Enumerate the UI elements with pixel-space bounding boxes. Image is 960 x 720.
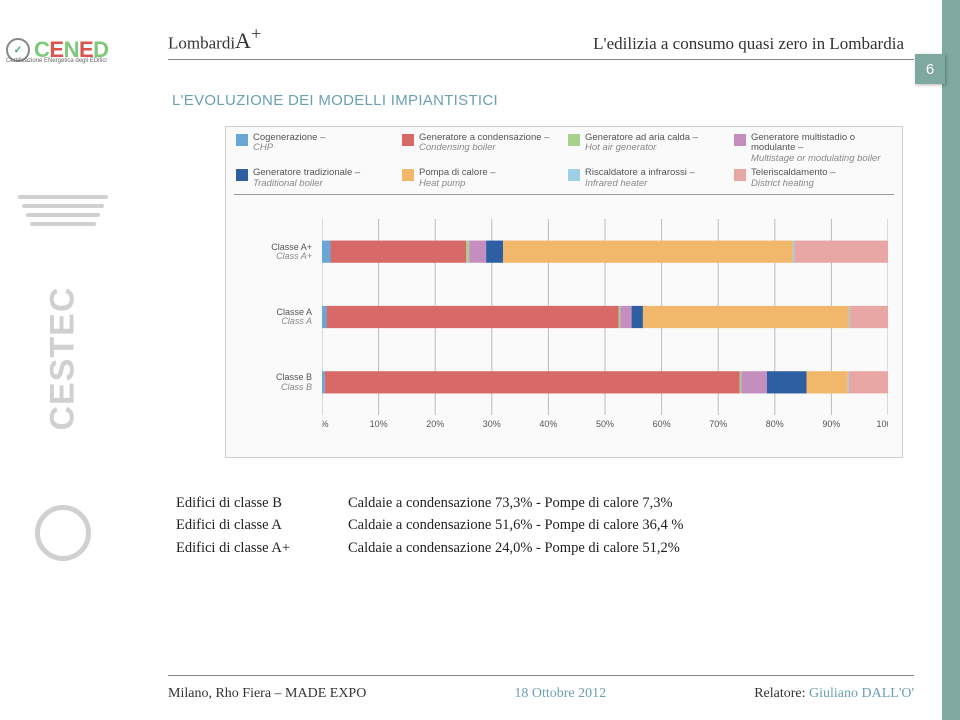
side-cestec-word: CESTEC [44,321,83,431]
svg-text:0%: 0% [322,419,329,429]
page-number-badge: 6 [915,54,945,84]
legend-item: Generatore tradizionale –Traditional boi… [236,168,396,189]
legend-text: Generatore multistadio o modulante –Mult… [751,133,894,164]
legend-swatch-icon [568,169,580,181]
legend-item: Pompa di calore –Heat pump [402,168,562,189]
legend-text: Riscaldatore a infrarossi –Infrared heat… [585,168,695,189]
svg-text:70%: 70% [709,419,727,429]
legend-text: Teleriscaldamento –District heating [751,168,836,189]
side-decoration: CESTEC [8,190,118,561]
svg-text:90%: 90% [822,419,840,429]
section-title: L'EVOLUZIONE DEI MODELLI IMPIANTISTICI [172,92,498,109]
legend-text: Pompa di calore –Heat pump [419,168,496,189]
side-bars-icon [8,195,118,226]
legend-item: Teleriscaldamento –District heating [734,168,894,189]
chart-category-label: Classe AClass A [276,308,312,327]
legend-swatch-icon [236,169,248,181]
legend-text: Generatore tradizionale –Traditional boi… [253,168,360,189]
svg-text:60%: 60% [653,419,671,429]
legend-swatch-icon [402,134,414,146]
svg-text:20%: 20% [426,419,444,429]
footer-rule [168,675,914,676]
legend-item: Cogenerazione –CHP [236,133,396,164]
body-r3b: Caldaie a condensazione 24,0% - Pompe di… [348,540,680,556]
chart-svg: 0% 10% 20% 30% 40% 50% 60% 70% 80% 90% 100% [322,219,888,429]
legend-rule [234,194,894,195]
legend-item: Generatore a condensazione –Condensing b… [402,133,562,164]
legend-swatch-icon [402,169,414,181]
legend-text: Generatore a condensazione –Condensing b… [419,133,549,154]
legend-swatch-icon [236,134,248,146]
svg-text:40%: 40% [539,419,557,429]
side-circle-icon [35,505,91,561]
brand-left-pre: Lombardi [168,33,235,52]
legend-item: Riscaldatore a infrarossi –Infrared heat… [568,168,728,189]
svg-text:10%: 10% [370,419,388,429]
legend-swatch-icon [734,169,746,181]
footer-left: Milano, Rho Fiera – MADE EXPO [168,686,366,702]
chart-y-labels: Classe A+Class A+ Classe AClass A Classe B… [226,219,318,429]
svg-text:100%: 100% [876,419,888,429]
header-rule [168,59,914,60]
legend-text: Generatore ad aria calda –Hot air genera… [585,133,698,154]
footer-center: 18 Ottobre 2012 [514,686,606,702]
legend-swatch-icon [734,134,746,146]
brand-left: LombardiA+ [168,24,261,54]
svg-text:80%: 80% [766,419,784,429]
svg-text:30%: 30% [483,419,501,429]
chart-category-label: Classe A+Class A+ [271,243,312,262]
footer: Milano, Rho Fiera – MADE EXPO 18 Ottobre… [168,686,914,702]
body-r1a: Edifici di classe B [176,492,348,514]
body-r2b: Caldaie a condensazione 51,6% - Pompe di… [348,517,683,533]
body-r2a: Edifici di classe A [176,514,348,536]
brand-left-a: A [235,28,251,53]
footer-right-label: Relatore: [754,686,809,701]
chart-category-label: Classe BClass B [276,373,312,392]
chart-legend: Cogenerazione –CHP Generatore a condensa… [226,127,902,189]
body-text: Edifici di classe BCaldaie a condensazio… [176,492,882,559]
svg-text:50%: 50% [596,419,614,429]
logo-subtitle: Certificazione ENergetica degli EDifici [6,58,107,64]
body-r3a: Edifici di classe A+ [176,537,348,559]
legend-item: Generatore multistadio o modulante –Mult… [734,133,894,164]
footer-right-name: Giuliano DALL'O' [809,686,914,701]
brand-left-plus: + [251,24,261,44]
footer-right: Relatore: Giuliano DALL'O' [754,686,914,702]
legend-swatch-icon [568,134,580,146]
header-title-right: L'edilizia a consumo quasi zero in Lomba… [593,34,904,54]
legend-item: Generatore ad aria calda –Hot air genera… [568,133,728,164]
header: ✓ CENED Certificazione ENergetica degli … [0,12,942,60]
chart-plot: 0% 10% 20% 30% 40% 50% 60% 70% 80% 90% 100% [322,219,888,429]
legend-text: Cogenerazione –CHP [253,133,325,154]
chart-block: Cogenerazione –CHP Generatore a condensa… [225,126,903,458]
body-r1b: Caldaie a condensazione 73,3% - Pompe di… [348,495,673,511]
